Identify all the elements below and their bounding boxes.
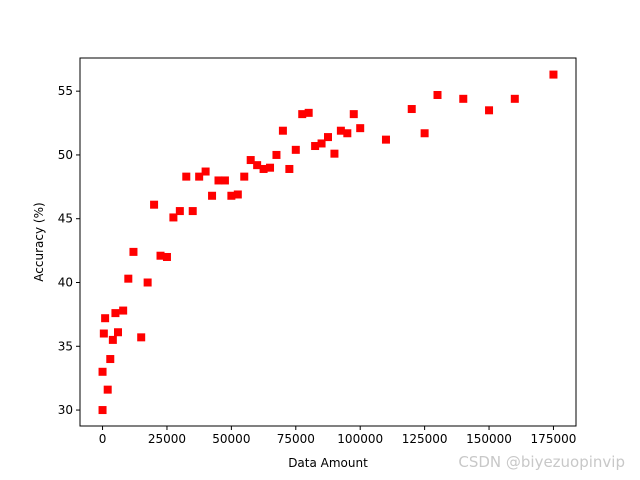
point	[114, 328, 123, 337]
point	[214, 176, 223, 185]
point	[137, 333, 146, 342]
point	[324, 133, 332, 142]
point	[420, 129, 429, 138]
point	[330, 149, 339, 158]
point	[253, 161, 262, 170]
point	[156, 251, 165, 260]
point	[162, 252, 171, 261]
point	[150, 200, 159, 209]
point	[311, 142, 320, 151]
plot-frame	[79, 57, 577, 427]
x-tick-label: 25000	[148, 432, 186, 446]
point	[182, 172, 191, 181]
x-tick-label: 175000	[531, 432, 577, 446]
point	[124, 274, 133, 283]
x-tick-label: 125000	[402, 432, 448, 446]
y-tick-label: 50	[58, 148, 73, 162]
point	[246, 156, 255, 165]
point	[407, 105, 416, 114]
point	[510, 94, 519, 103]
point	[291, 145, 300, 154]
point	[188, 207, 197, 216]
x-tick-label: 150000	[466, 432, 512, 446]
point	[129, 247, 138, 256]
point	[240, 172, 249, 181]
y-tick-label: 55	[58, 84, 73, 98]
point	[381, 135, 390, 144]
point	[285, 164, 294, 173]
x-tick-label: 50000	[212, 432, 250, 446]
x-axis-label: Data Amount	[288, 456, 368, 470]
point	[259, 164, 268, 173]
point	[108, 335, 117, 344]
point	[103, 385, 112, 394]
x-tick-label: 100000	[337, 432, 383, 446]
y-axis-label: Accuracy (%)	[32, 202, 46, 281]
point	[233, 190, 242, 199]
point	[278, 126, 287, 135]
point	[208, 191, 217, 200]
point	[272, 150, 281, 159]
point	[298, 110, 307, 119]
point	[227, 191, 236, 200]
point	[119, 306, 128, 315]
point	[343, 129, 352, 138]
point	[433, 90, 442, 99]
point	[485, 106, 494, 115]
point	[336, 126, 345, 135]
point	[101, 314, 110, 323]
point	[98, 367, 107, 376]
x-tick-label: 0	[99, 432, 107, 446]
point	[195, 172, 204, 181]
y-tick-label: 30	[58, 403, 73, 417]
point	[111, 309, 120, 318]
point	[175, 207, 184, 216]
point	[349, 110, 358, 119]
point	[317, 139, 326, 148]
point	[169, 213, 178, 222]
x-tick-label: 75000	[277, 432, 315, 446]
point	[304, 108, 313, 117]
point	[143, 278, 152, 287]
point	[220, 176, 229, 185]
point	[99, 329, 108, 338]
point	[266, 163, 275, 172]
point	[106, 355, 115, 364]
point	[459, 94, 468, 103]
point	[356, 124, 365, 133]
y-tick-label: 35	[58, 339, 73, 353]
watermark: CSDN @biyezuopinvip	[458, 453, 625, 471]
point	[98, 406, 107, 415]
point	[549, 70, 558, 79]
point	[201, 167, 210, 176]
y-tick-label: 45	[58, 212, 73, 226]
y-tick-label: 40	[58, 275, 73, 289]
